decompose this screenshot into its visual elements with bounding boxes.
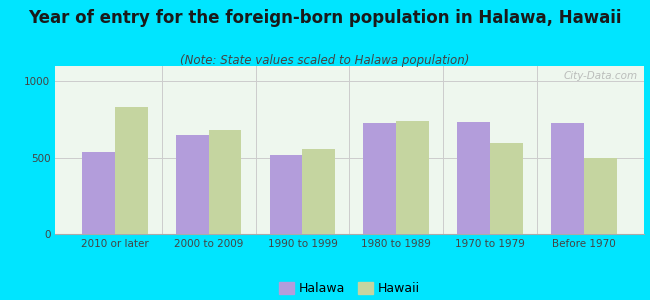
Legend: Halawa, Hawaii: Halawa, Hawaii [274,277,425,300]
Bar [457,122,490,234]
Bar [551,122,584,234]
Bar [82,152,115,234]
Bar [115,107,148,234]
Bar [270,154,302,234]
Bar [490,143,523,234]
Bar [396,121,429,234]
Text: (Note: State values scaled to Halawa population): (Note: State values scaled to Halawa pop… [180,54,470,67]
Bar [302,149,335,234]
Text: City-Data.com: City-Data.com [564,71,638,81]
Text: Year of entry for the foreign-born population in Halawa, Hawaii: Year of entry for the foreign-born popul… [28,9,622,27]
Bar [363,122,396,234]
Bar [176,135,209,234]
Bar [584,158,617,234]
Bar [209,130,242,234]
